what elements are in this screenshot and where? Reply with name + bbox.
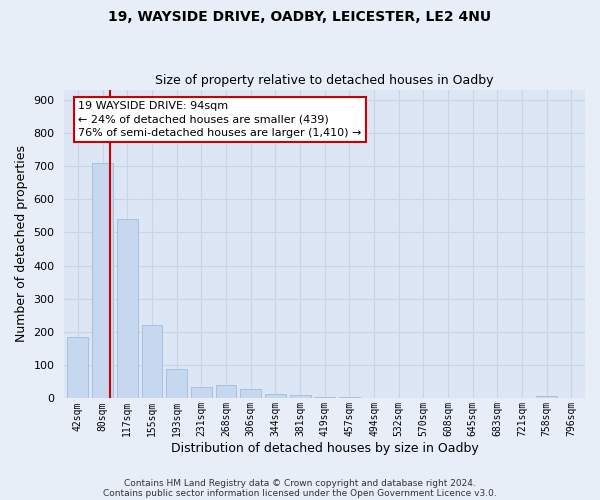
Bar (142, 324, 163, 398)
Bar (240, 390, 261, 398)
Bar (314, 397, 335, 398)
Bar (117, 219, 138, 398)
Bar (215, 385, 236, 398)
Title: Size of property relative to detached houses in Oadby: Size of property relative to detached ho… (155, 74, 494, 87)
X-axis label: Distribution of detached houses by size in Oadby: Distribution of detached houses by size … (171, 442, 479, 455)
Bar (191, 388, 212, 398)
Bar (265, 394, 286, 398)
Text: Contains HM Land Registry data © Crown copyright and database right 2024.: Contains HM Land Registry data © Crown c… (124, 478, 476, 488)
Bar (67, 337, 88, 398)
Text: Contains public sector information licensed under the Open Government Licence v3: Contains public sector information licen… (103, 488, 497, 498)
Bar (339, 397, 360, 398)
Bar (166, 368, 187, 398)
Y-axis label: Number of detached properties: Number of detached properties (15, 146, 28, 342)
Bar (536, 396, 557, 398)
Text: 19, WAYSIDE DRIVE, OADBY, LEICESTER, LE2 4NU: 19, WAYSIDE DRIVE, OADBY, LEICESTER, LE2… (109, 10, 491, 24)
Bar (92, 162, 113, 398)
Bar (290, 395, 311, 398)
Text: 19 WAYSIDE DRIVE: 94sqm
← 24% of detached houses are smaller (439)
76% of semi-d: 19 WAYSIDE DRIVE: 94sqm ← 24% of detache… (78, 101, 361, 138)
